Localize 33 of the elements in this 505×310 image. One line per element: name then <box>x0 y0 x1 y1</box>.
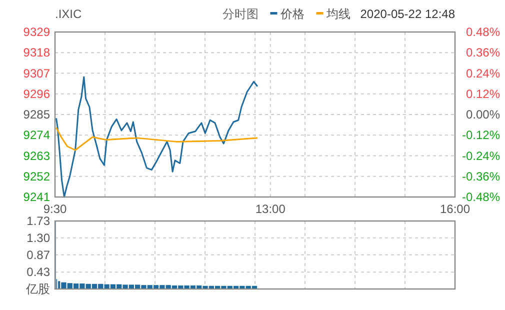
y2-tick-label: 0.00% <box>466 108 500 122</box>
chart-title: .IXIC <box>55 7 82 21</box>
text: 分时图 <box>222 7 258 21</box>
y2-tick-label: 0.48% <box>466 25 500 39</box>
line-series <box>55 76 258 198</box>
y-tick-label: 9241 <box>23 190 50 204</box>
y2-tick-label: -0.48% <box>462 190 500 204</box>
legend-label: 均线 <box>325 7 350 21</box>
y-tick-label: 9285 <box>23 108 50 122</box>
y-tick-label: 1.30 <box>26 230 50 245</box>
x-tick-label: 13:00 <box>255 202 286 216</box>
y2-tick-label: -0.36% <box>462 169 500 184</box>
y-tick-label: 0.43 <box>26 265 50 280</box>
y-tick-label: 9296 <box>23 86 50 101</box>
y-tick-label: 0.87 <box>26 248 50 262</box>
y-tick-label: 9318 <box>23 46 50 60</box>
y2-tick-label: 0.12% <box>466 86 500 101</box>
y-tick-label: 亿股 <box>25 282 50 296</box>
chart-subtitle: 2020-05-22 12:48 <box>360 7 456 21</box>
y-tick-label: 9329 <box>23 25 50 39</box>
x-tick-label: 16:00 <box>440 202 470 216</box>
y-tick-label: 9263 <box>23 148 50 163</box>
y2-tick-label: -0.24% <box>462 148 500 163</box>
y-tick-label: 9307 <box>23 66 50 80</box>
y2-tick-label: -0.12% <box>462 128 500 142</box>
x-tick-label: 9:30 <box>43 202 67 216</box>
line-series <box>55 126 258 151</box>
legend-label: 价格 <box>279 7 304 21</box>
y-tick-label: 9252 <box>23 169 50 184</box>
y2-tick-label: 0.36% <box>466 46 500 60</box>
y-tick-label: 1.73 <box>26 214 50 228</box>
y2-tick-label: 0.24% <box>466 66 500 80</box>
y-tick-label: 9274 <box>23 128 50 142</box>
